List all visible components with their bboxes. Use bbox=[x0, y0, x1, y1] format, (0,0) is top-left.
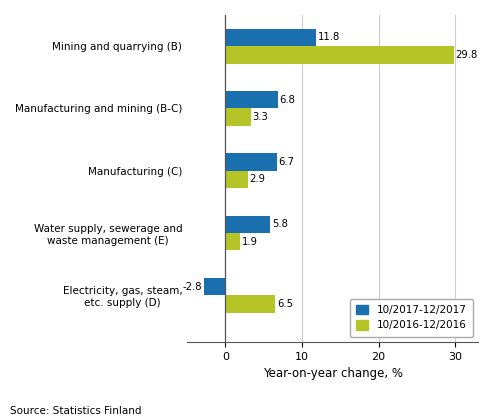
Bar bbox=[225, 91, 278, 109]
Bar bbox=[225, 29, 316, 46]
Text: 2.9: 2.9 bbox=[249, 174, 266, 184]
Bar bbox=[225, 171, 247, 188]
Text: 29.8: 29.8 bbox=[456, 50, 478, 60]
Bar bbox=[204, 278, 225, 295]
Bar bbox=[225, 109, 251, 126]
Text: 3.3: 3.3 bbox=[252, 112, 268, 122]
Text: 6.5: 6.5 bbox=[277, 299, 293, 309]
Text: 6.7: 6.7 bbox=[279, 157, 295, 167]
Text: Source: Statistics Finland: Source: Statistics Finland bbox=[10, 406, 141, 416]
Bar bbox=[225, 215, 270, 233]
Bar bbox=[225, 46, 454, 64]
Text: 6.8: 6.8 bbox=[280, 95, 295, 105]
X-axis label: Year-on-year change, %: Year-on-year change, % bbox=[263, 367, 403, 380]
Text: 1.9: 1.9 bbox=[242, 237, 258, 247]
Text: 11.8: 11.8 bbox=[317, 32, 340, 42]
Bar bbox=[225, 153, 277, 171]
Bar bbox=[225, 233, 240, 250]
Bar bbox=[225, 295, 275, 313]
Text: 5.8: 5.8 bbox=[272, 219, 287, 229]
Legend: 10/2017-12/2017, 10/2016-12/2016: 10/2017-12/2017, 10/2016-12/2016 bbox=[350, 299, 473, 337]
Text: -2.8: -2.8 bbox=[183, 282, 202, 292]
